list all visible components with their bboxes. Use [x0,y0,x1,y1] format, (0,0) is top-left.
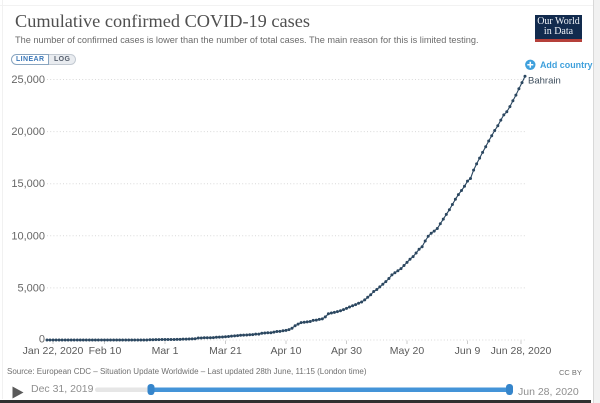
svg-text:15,000: 15,000 [11,178,45,190]
svg-text:Feb 10: Feb 10 [89,345,122,357]
svg-text:Add country: Add country [540,60,593,71]
svg-text:5,000: 5,000 [17,282,45,294]
svg-text:Bahrain: Bahrain [528,75,561,86]
svg-text:Apr 10: Apr 10 [271,345,302,357]
svg-text:Jun 9: Jun 9 [455,345,481,357]
svg-text:Mar 1: Mar 1 [152,345,179,357]
svg-text:0: 0 [39,334,45,346]
svg-text:Mar 21: Mar 21 [209,345,242,357]
svg-text:20,000: 20,000 [11,126,45,138]
svg-text:May 20: May 20 [390,345,425,357]
svg-text:Jun 28, 2020: Jun 28, 2020 [491,345,552,357]
svg-text:Jan 22, 2020: Jan 22, 2020 [23,345,84,357]
svg-text:25,000: 25,000 [11,74,45,86]
svg-text:10,000: 10,000 [11,230,45,242]
svg-text:Apr 30: Apr 30 [331,345,362,357]
